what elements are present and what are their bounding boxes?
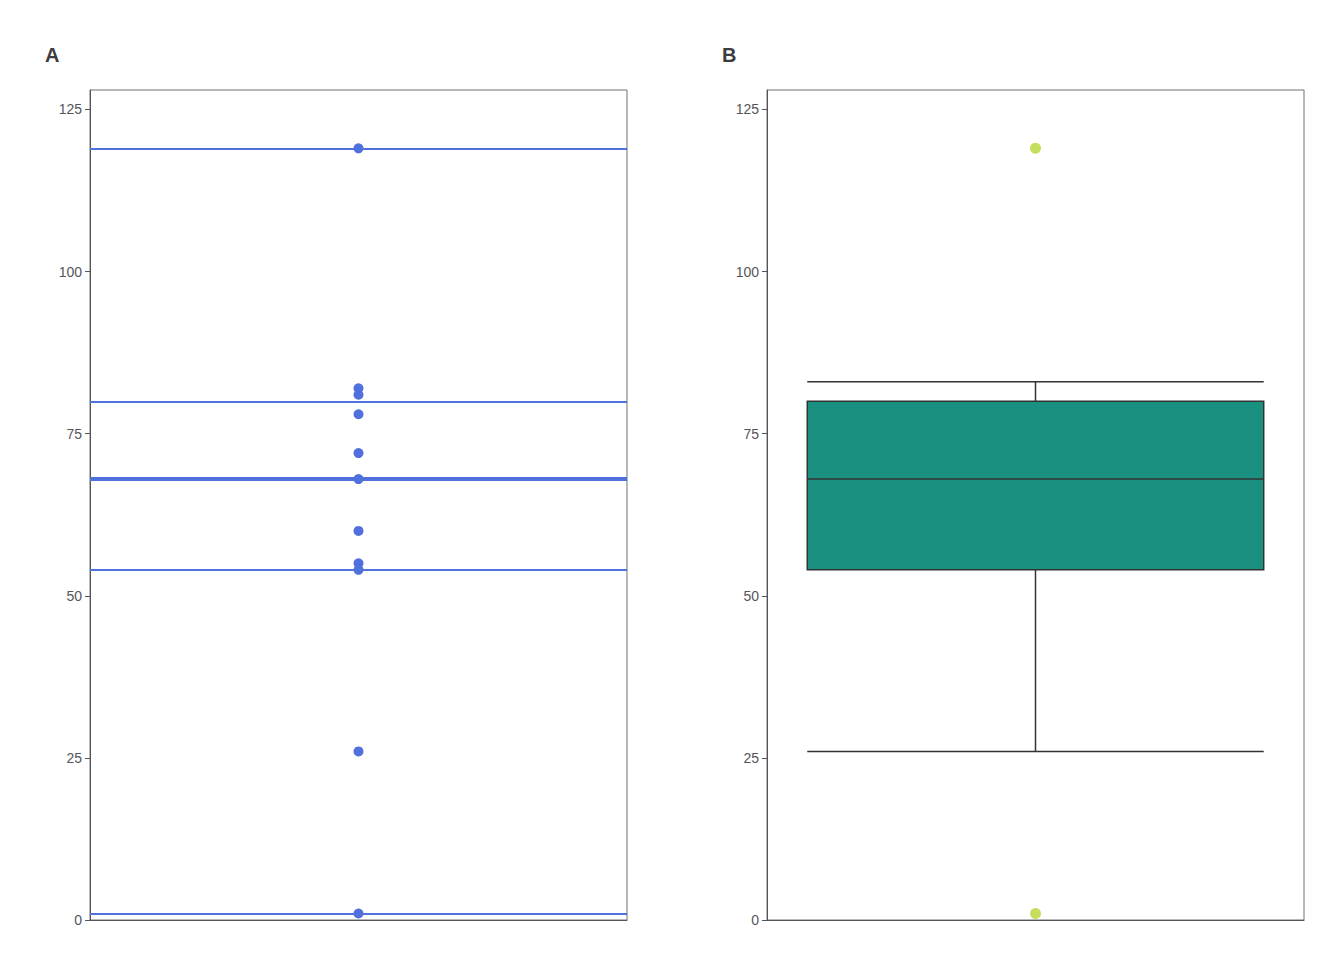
svg-text:75: 75	[66, 426, 82, 442]
svg-text:50: 50	[66, 588, 82, 604]
svg-text:A: A	[45, 44, 59, 66]
svg-text:0: 0	[751, 912, 759, 928]
svg-text:100: 100	[59, 264, 83, 280]
svg-text:B: B	[722, 44, 736, 66]
svg-text:100: 100	[736, 264, 760, 280]
svg-text:75: 75	[743, 426, 759, 442]
svg-text:50: 50	[743, 588, 759, 604]
svg-text:0: 0	[74, 912, 82, 928]
svg-text:25: 25	[743, 750, 759, 766]
svg-text:25: 25	[66, 750, 82, 766]
svg-text:125: 125	[736, 101, 760, 117]
svg-text:125: 125	[59, 101, 83, 117]
